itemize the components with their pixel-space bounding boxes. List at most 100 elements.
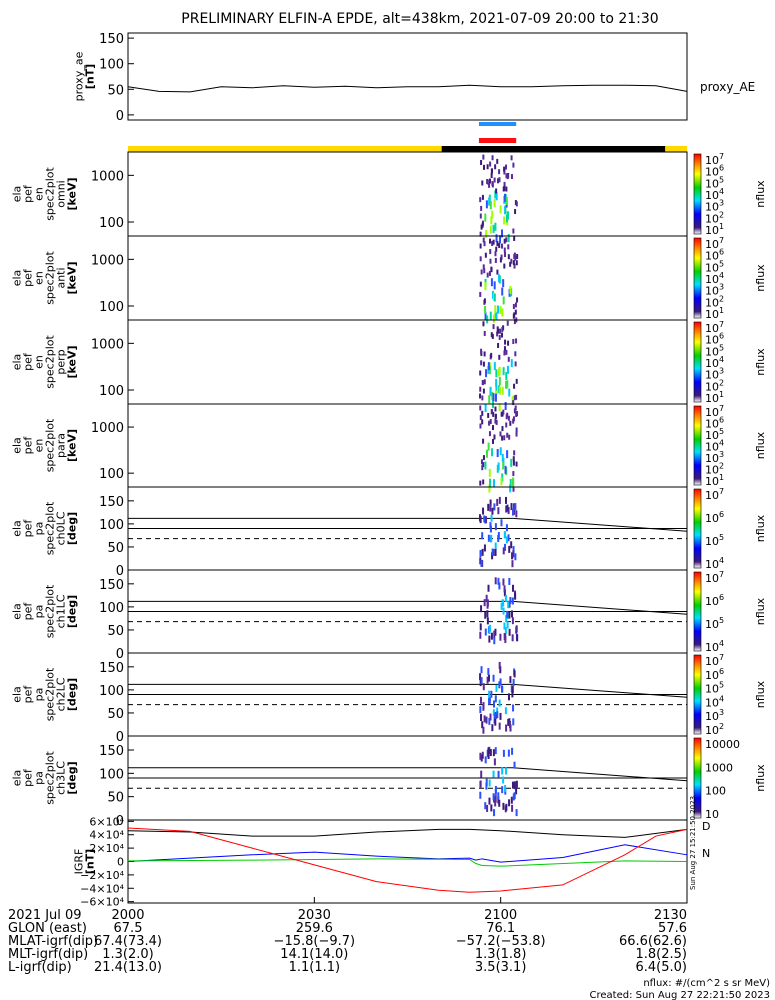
xaxis-row-label: MLT-igrf(dip): [8, 947, 88, 962]
ela-pef-en-spec2plot-perp-colorbar-label: nflux: [754, 348, 767, 376]
ela-pef-en-spec2plot-perp-cell: [490, 332, 493, 338]
proxy-ae-ylabel: proxy_ae[nT]: [73, 51, 97, 101]
ela-pef-pa-spec2plot-ch2LC-ylabel-line: pef: [22, 685, 35, 704]
ela-pef-pa-spec2plot-ch1LC-cell: [507, 601, 510, 609]
ela-pef-pa-spec2plot-ch0LC-cell: [490, 514, 493, 522]
ela-pef-pa-spec2plot-ch1LC-cell: [508, 611, 511, 619]
ela-pef-en-spec2plot-perp-cell: [498, 403, 501, 412]
ela-pef-pa-spec2plot-ch2LC-cell: [480, 714, 483, 722]
ela-pef-pa-spec2plot-ch3LC-cell: [493, 758, 496, 766]
ela-pef-pa-spec2plot-ch3LC-cell: [480, 754, 483, 762]
ela-pef-pa-spec2plot-ch0LC-cell: [479, 549, 482, 557]
ela-pef-pa-spec2plot-ch2LC-cell: [480, 677, 483, 685]
ela-pef-en-spec2plot-para-cell: [512, 460, 515, 466]
ela-pef-en-spec2plot-perp-cell: [479, 370, 482, 376]
ela-pef-pa-spec2plot-ch0LC-cell: [505, 536, 508, 544]
ela-pef-pa-spec2plot-ch2LC-cell: [499, 678, 502, 686]
ela-pef-en-spec2plot-omni-cell: [504, 193, 507, 202]
ela-pef-en-spec2plot-para-cell: [481, 419, 484, 425]
ela-pef-en-spec2plot-omni-cell: [505, 196, 508, 205]
ela-pef-en-spec2plot-anti-cell: [482, 237, 485, 243]
ela-pef-pa-spec2plot-ch2LC-ylabel-line: ch2LC: [55, 677, 68, 711]
ela-pef-pa-spec2plot-ch3LC-cell: [508, 799, 511, 807]
ela-pef-en-spec2plot-perp-cell: [505, 371, 508, 380]
ela-pef-pa-spec2plot-ch3LC-cell: [513, 792, 516, 800]
ela-pef-pa-spec2plot-ch1LC-cell: [484, 628, 487, 636]
ela-pef-pa-spec2plot-ch2LC-cell: [511, 686, 514, 694]
ela-pef-en-spec2plot-para-cell: [509, 479, 512, 488]
ela-pef-en-spec2plot-omni-cell: [497, 178, 500, 184]
ela-pef-pa-spec2plot-ch3LC-cell: [479, 780, 482, 788]
ela-pef-en-spec2plot-anti-colorbar-tick: 101: [705, 306, 724, 321]
ela-pef-pa-spec2plot-ch3LC-cell: [485, 778, 488, 786]
ela-pef-en-spec2plot-para-ticklabel: 100: [99, 467, 124, 482]
ela-pef-pa-spec2plot-ch0LC-cell: [493, 503, 496, 511]
ela-pef-en-spec2plot-perp-cell: [515, 378, 518, 384]
ela-pef-en-spec2plot-anti-cell: [498, 242, 501, 248]
ela-pef-en-spec2plot-para-cell: [504, 465, 507, 474]
ela-pef-pa-spec2plot-ch0LC-cell: [508, 545, 511, 553]
ela-pef-en-spec2plot-para-cell: [506, 432, 509, 438]
ela-pef-en-spec2plot-para-colorbar-exp: 7: [719, 404, 724, 413]
ela-pef-en-spec2plot-omni-cell: [506, 174, 509, 180]
ela-pef-pa-spec2plot-ch2LC-colorbar: [693, 654, 702, 735]
igrf-ticklabel: −4×10⁴: [80, 882, 124, 895]
ela-pef-pa-spec2plot-ch0LC-colorbar-exp: 6: [719, 510, 724, 519]
ela-pef-pa-spec2plot-ch2LC-cell: [490, 690, 493, 698]
ela-pef-pa-spec2plot-ch2LC-cell: [507, 718, 510, 726]
ela-pef-pa-spec2plot-ch2LC-cell: [507, 693, 510, 701]
ela-pef-en-spec2plot-perp-cell: [499, 328, 502, 334]
ela-pef-pa-spec2plot-ch0LC-cell: [504, 543, 507, 551]
ela-pef-pa-spec2plot-ch2LC-ticklabel: 50: [107, 707, 124, 722]
proxy-ae-ylabel-line: [nT]: [84, 64, 97, 89]
ela-pef-en-spec2plot-perp-cell: [485, 369, 488, 378]
ela-pef-en-spec2plot-omni-cell: [496, 158, 499, 164]
ela-pef-en-spec2plot-perp-colorbar-exp: 4: [719, 355, 724, 364]
ela-pef-en-spec2plot-perp-cell: [483, 351, 486, 357]
ela-pef-en-spec2plot-para-cell: [482, 455, 485, 461]
ela-pef-en-spec2plot-perp-cell: [507, 356, 510, 362]
ela-pef-en-spec2plot-para-cell: [488, 420, 491, 426]
ela-pef-en-spec2plot-anti-cell: [500, 243, 503, 249]
ela-pef-en-spec2plot-anti-cell: [486, 272, 489, 278]
ela-pef-en-spec2plot-anti-cell: [489, 249, 492, 255]
ela-pef-pa-spec2plot-ch0LC-cell: [500, 519, 503, 527]
ela-pef-pa-spec2plot-ch2LC-cell: [499, 712, 502, 720]
ela-pef-en-spec2plot-para-cell: [479, 480, 482, 486]
ela-pef-pa-spec2plot-ch1LC-cell: [508, 577, 511, 585]
ela-pef-pa-spec2plot-ch1LC-ylabel-line: pa: [33, 605, 46, 619]
ela-pef-en-spec2plot-anti-cell: [515, 260, 518, 266]
ela-pef-en-spec2plot-perp-cell: [514, 351, 517, 357]
ela-pef-en-spec2plot-omni-cell: [479, 231, 482, 237]
ela-pef-en-spec2plot-anti-cell: [486, 315, 489, 324]
ela-pef-en-spec2plot-para-cell: [512, 479, 515, 488]
ela-pef-pa-spec2plot-ch1LC-colorbar-tick: 105: [705, 616, 724, 631]
ela-pef-pa-spec2plot-ch1LC-cell: [479, 631, 482, 639]
ela-pef-pa-spec2plot-ch0LC-cell: [487, 503, 490, 511]
ela-pef-en-spec2plot-anti-frame: [127, 235, 688, 321]
ela-pef-en-spec2plot-para-ylabel-line: spec2plot: [44, 418, 57, 472]
ela-pef-en-spec2plot-perp-cell: [483, 330, 486, 336]
ela-pef-en-spec2plot-anti-cell: [484, 282, 487, 291]
ela-pef-en-spec2plot-anti-ticklabel: 1000: [91, 253, 124, 268]
ela-pef-en-spec2plot-para-cell: [491, 438, 494, 444]
ela-pef-pa-spec2plot-ch2LC-cell: [489, 713, 492, 721]
ela-pef-pa-spec2plot-ch0LC-cell: [505, 524, 508, 532]
ela-pef-pa-spec2plot-ch0LC-cell: [483, 515, 486, 523]
ela-pef-pa-spec2plot-ch0LC-cell: [502, 547, 505, 555]
ela-pef-en-spec2plot-anti-cell: [502, 279, 505, 288]
ela-pef-en-spec2plot-omni-cell: [481, 180, 484, 186]
ela-pef-pa-spec2plot-ch1LC-colorbar-tick: 104: [705, 639, 724, 654]
xaxis-row-value: 67.5: [114, 921, 143, 936]
ela-pef-en-spec2plot-para-colorbar-exp: 6: [719, 416, 724, 425]
ela-pef-pa-spec2plot-ch0LC-cell: [507, 507, 510, 515]
ela-pef-pa-spec2plot-ch1LC-cell: [493, 637, 496, 645]
ela-pef-en-spec2plot-perp-cell: [491, 333, 494, 339]
ela-pef-pa-spec2plot-ch1LC-cell: [508, 600, 511, 608]
ela-pef-en-spec2plot-anti-cell: [492, 314, 495, 323]
